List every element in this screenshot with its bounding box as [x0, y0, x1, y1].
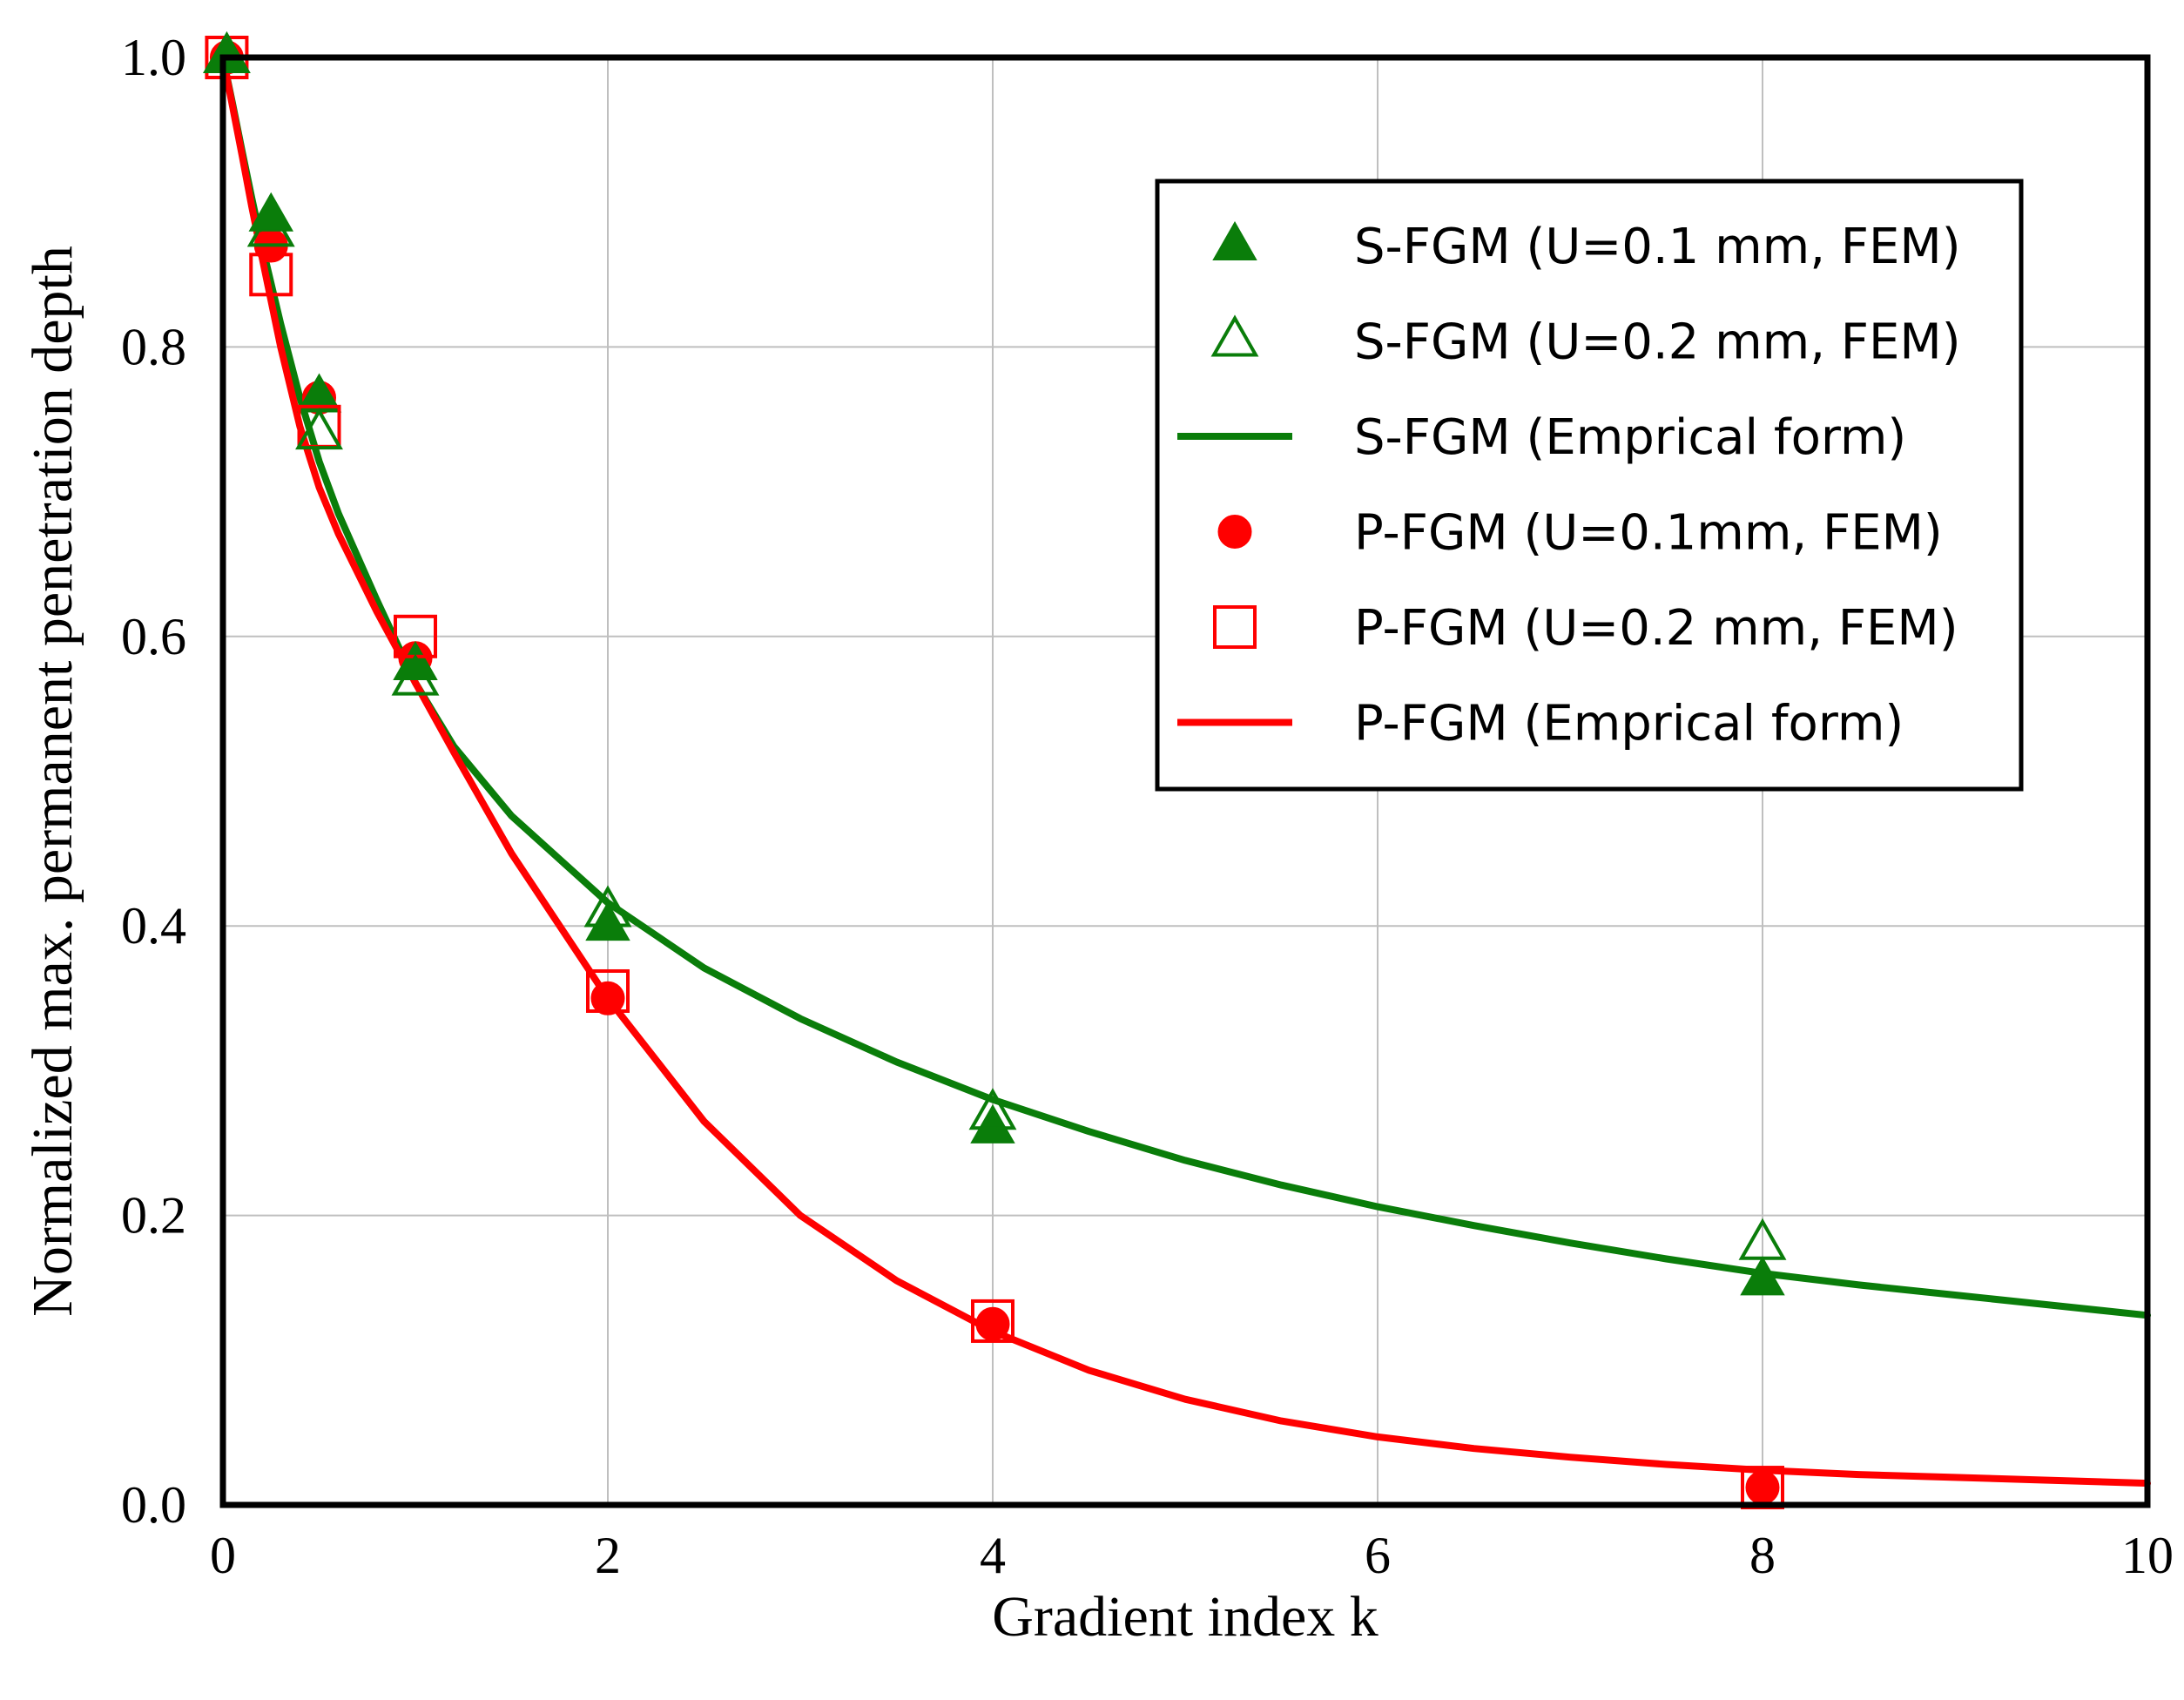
data-point	[391, 653, 440, 696]
series-markers	[202, 30, 1787, 1510]
data-point	[585, 901, 630, 941]
legend-marker	[1210, 314, 1259, 357]
plot-frame	[219, 54, 2151, 1508]
legend-marker	[1217, 515, 1252, 549]
series-lines	[219, 54, 2151, 1488]
legend-marker	[1213, 605, 1257, 649]
y-axis-title: Normalized max. permanent penetration de…	[21, 246, 84, 1317]
x-tick-labels: 0 2 4 6 8 10	[210, 1527, 2174, 1584]
series-line	[219, 54, 2151, 1319]
legend-label: P-FGM (Emprical form)	[1354, 696, 1904, 752]
data-point	[249, 253, 293, 297]
x-tick-label: 8	[1749, 1527, 1776, 1584]
y-tick-label: 0.8	[121, 318, 186, 375]
data-point	[975, 1306, 1010, 1341]
legend-label: S-FGM (U=0.2 mm, FEM)	[1354, 314, 1961, 371]
data-point	[246, 205, 295, 247]
x-axis-title: Gradient index k	[992, 1585, 1378, 1649]
data-point	[1738, 1218, 1787, 1260]
legend-label: S-FGM (U=0.1 mm, FEM)	[1354, 219, 1961, 275]
data-point	[583, 885, 632, 928]
y-tick-label: 0.4	[121, 897, 186, 955]
data-point	[971, 1299, 1014, 1343]
x-tick-label: 0	[210, 1527, 236, 1584]
data-point	[1745, 1470, 1780, 1505]
y-tick-label: 1.0	[121, 29, 186, 86]
legend-label: P-FGM (U=0.1mm, FEM)	[1354, 505, 1943, 562]
y-tick-label: 0.0	[121, 1476, 186, 1534]
data-point	[586, 968, 630, 1013]
data-point	[970, 1103, 1015, 1143]
data-point	[295, 408, 343, 450]
data-point	[968, 1088, 1017, 1130]
legend-label: S-FGM (Emprical form)	[1354, 409, 1906, 466]
legend-label: P-FGM (U=0.2 mm, FEM)	[1354, 600, 1958, 657]
x-tick-label: 4	[980, 1527, 1006, 1584]
x-tick-label: 6	[1365, 1527, 1391, 1584]
series-line	[219, 54, 2151, 1488]
data-point	[393, 640, 438, 680]
data-point	[590, 981, 625, 1015]
y-tick-labels: 0.0 0.2 0.4 0.6 0.8 1.0	[121, 29, 186, 1534]
data-point	[1740, 1256, 1785, 1296]
y-tick-label: 0.2	[121, 1187, 186, 1245]
legend-marker	[1212, 220, 1257, 260]
data-point	[202, 30, 251, 73]
legend: S-FGM (U=0.1 mm, FEM) S-FGM (U=0.2 mm, FE…	[1155, 179, 2024, 792]
x-tick-label: 2	[595, 1527, 621, 1584]
legend-box	[1155, 179, 2024, 792]
data-point	[248, 192, 293, 232]
y-tick-label: 0.6	[121, 608, 186, 665]
x-tick-label: 10	[2121, 1527, 2174, 1584]
